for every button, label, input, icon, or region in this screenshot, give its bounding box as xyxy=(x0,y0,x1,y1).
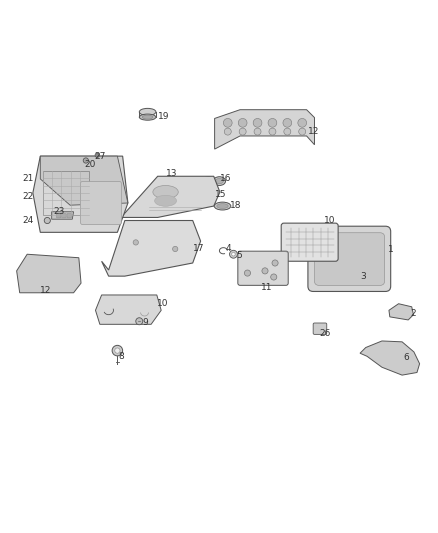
FancyBboxPatch shape xyxy=(62,214,66,218)
Circle shape xyxy=(232,253,235,256)
Text: 23: 23 xyxy=(53,207,65,216)
FancyBboxPatch shape xyxy=(67,214,71,218)
Circle shape xyxy=(239,128,246,135)
Circle shape xyxy=(238,118,247,127)
Circle shape xyxy=(223,118,232,127)
Circle shape xyxy=(272,260,278,266)
Ellipse shape xyxy=(217,204,228,208)
Polygon shape xyxy=(360,341,420,375)
Text: 26: 26 xyxy=(320,329,331,338)
Ellipse shape xyxy=(213,177,226,185)
Polygon shape xyxy=(117,176,220,217)
Text: 3: 3 xyxy=(360,272,366,281)
Polygon shape xyxy=(40,156,128,205)
Polygon shape xyxy=(95,295,161,324)
Ellipse shape xyxy=(215,179,223,184)
Text: 1: 1 xyxy=(388,245,394,254)
Text: 10: 10 xyxy=(324,216,336,225)
Text: 9: 9 xyxy=(142,318,148,327)
Circle shape xyxy=(298,118,307,127)
Text: 2: 2 xyxy=(411,309,417,318)
FancyBboxPatch shape xyxy=(57,214,61,218)
Text: 19: 19 xyxy=(158,112,169,121)
Circle shape xyxy=(269,128,276,135)
Text: 20: 20 xyxy=(84,159,95,168)
Circle shape xyxy=(173,246,178,252)
Circle shape xyxy=(271,274,277,280)
Circle shape xyxy=(262,268,268,274)
Text: 12: 12 xyxy=(40,286,52,295)
Polygon shape xyxy=(33,156,128,232)
Text: 5: 5 xyxy=(237,251,242,260)
Polygon shape xyxy=(52,212,74,219)
Text: 15: 15 xyxy=(215,190,226,199)
Ellipse shape xyxy=(202,177,215,185)
Circle shape xyxy=(244,270,251,276)
FancyBboxPatch shape xyxy=(238,251,288,285)
Ellipse shape xyxy=(139,108,156,115)
Text: 17: 17 xyxy=(193,245,204,254)
Circle shape xyxy=(95,153,99,157)
FancyBboxPatch shape xyxy=(81,182,121,224)
Text: 4: 4 xyxy=(226,244,232,253)
Circle shape xyxy=(299,128,306,135)
FancyBboxPatch shape xyxy=(313,323,327,334)
Circle shape xyxy=(253,118,262,127)
Text: 10: 10 xyxy=(157,299,168,308)
Polygon shape xyxy=(102,221,201,276)
Polygon shape xyxy=(389,304,413,320)
Circle shape xyxy=(112,345,123,356)
Text: 11: 11 xyxy=(261,283,272,292)
Text: 24: 24 xyxy=(23,216,34,225)
Text: 6: 6 xyxy=(404,353,410,362)
Text: 18: 18 xyxy=(230,201,241,209)
Circle shape xyxy=(230,251,237,258)
Circle shape xyxy=(133,240,138,245)
Text: 21: 21 xyxy=(23,174,34,182)
Circle shape xyxy=(224,128,231,135)
FancyBboxPatch shape xyxy=(281,223,338,261)
Ellipse shape xyxy=(205,179,212,184)
Ellipse shape xyxy=(155,195,177,206)
Text: 12: 12 xyxy=(308,127,320,136)
Text: 16: 16 xyxy=(220,174,231,183)
Circle shape xyxy=(83,158,88,163)
Circle shape xyxy=(136,318,143,325)
Polygon shape xyxy=(17,254,81,293)
FancyBboxPatch shape xyxy=(314,233,385,285)
Circle shape xyxy=(284,128,291,135)
Circle shape xyxy=(268,118,277,127)
Text: 22: 22 xyxy=(23,192,34,201)
FancyBboxPatch shape xyxy=(308,226,391,292)
Ellipse shape xyxy=(139,114,156,120)
Ellipse shape xyxy=(142,115,153,119)
Ellipse shape xyxy=(214,202,231,210)
Ellipse shape xyxy=(201,188,215,197)
Polygon shape xyxy=(215,110,314,149)
Text: 8: 8 xyxy=(118,352,124,361)
Circle shape xyxy=(115,348,120,353)
Circle shape xyxy=(283,118,292,127)
Text: 13: 13 xyxy=(166,169,177,177)
Text: 27: 27 xyxy=(94,151,106,160)
Circle shape xyxy=(44,217,50,223)
Ellipse shape xyxy=(153,185,178,199)
Circle shape xyxy=(254,128,261,135)
